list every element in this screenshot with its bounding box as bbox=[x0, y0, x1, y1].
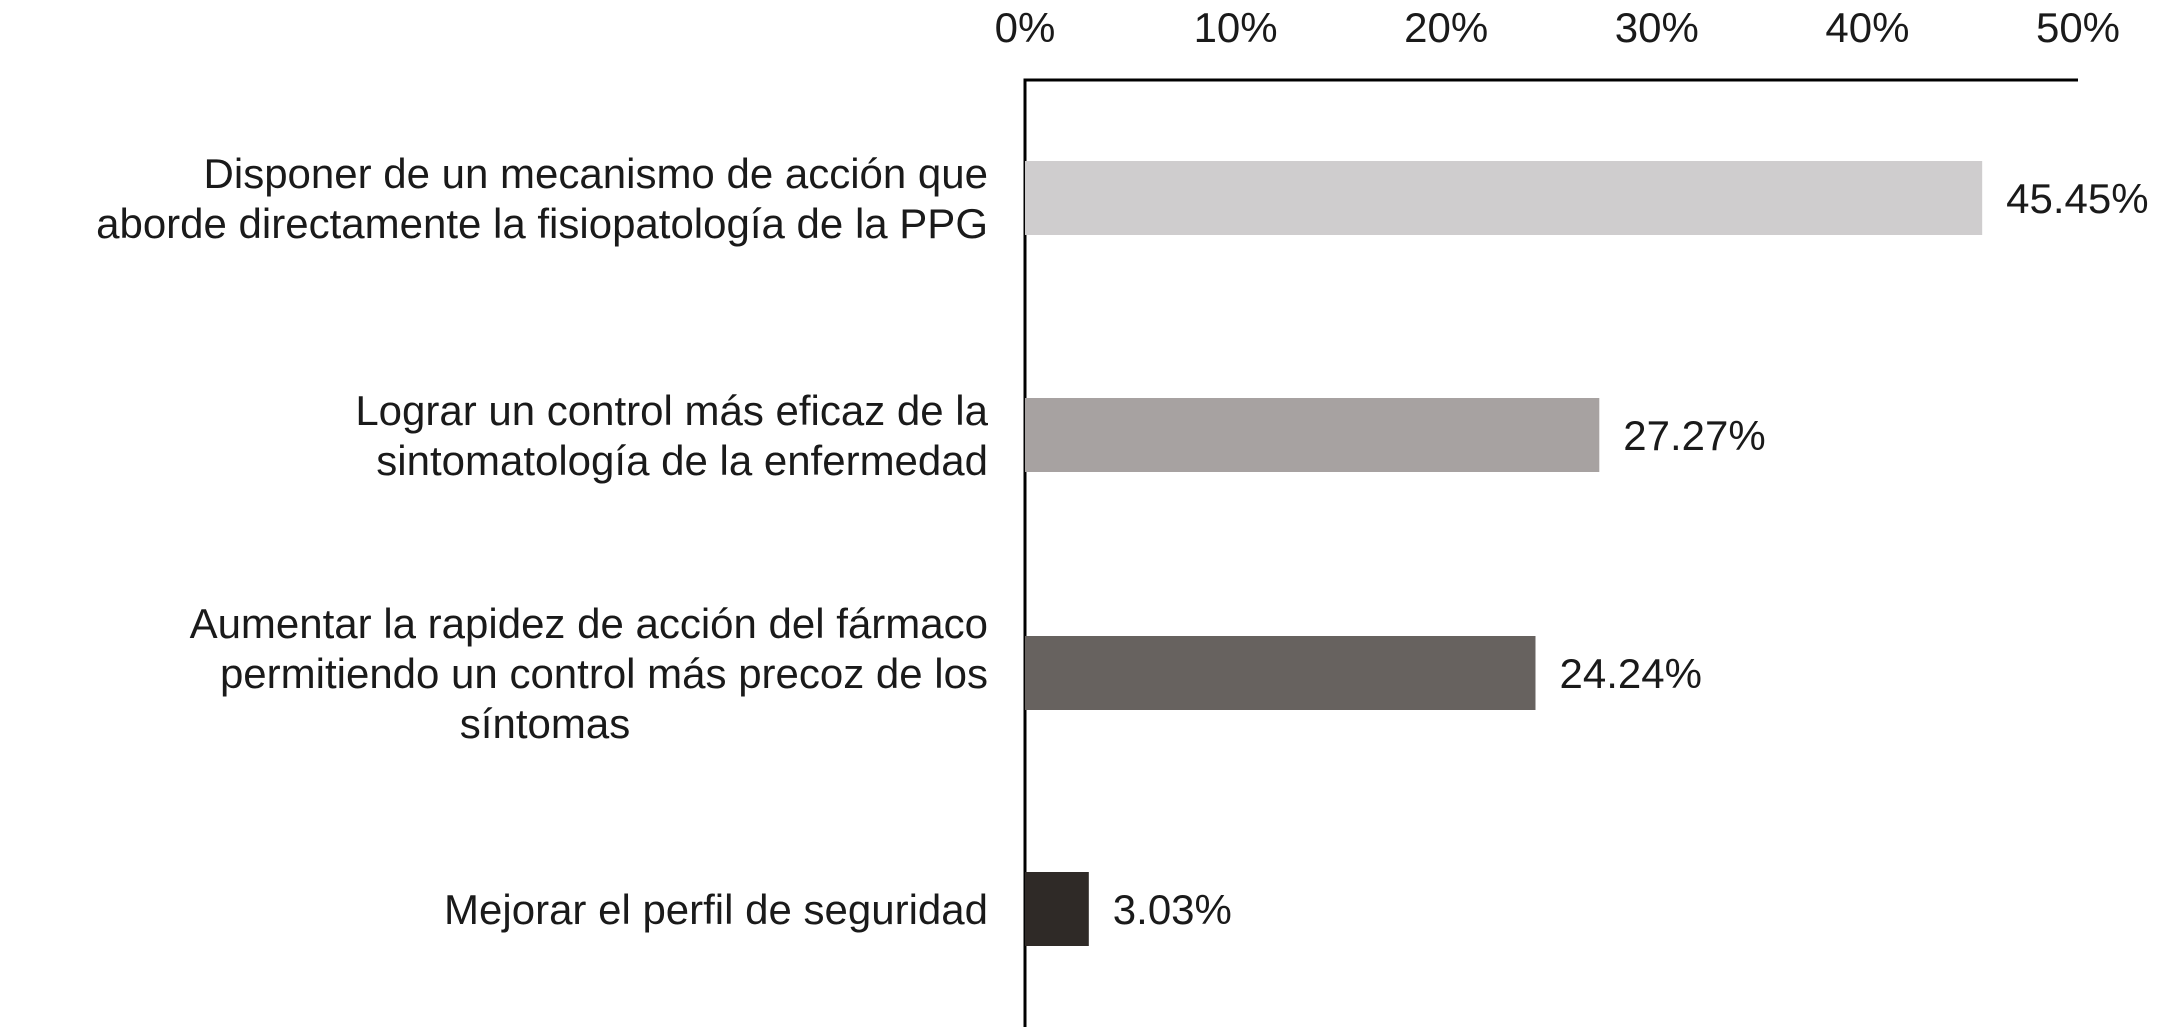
category-label: Aumentar la rapidez de acción del fármac… bbox=[190, 600, 988, 747]
axes bbox=[1023, 78, 2078, 1027]
x-tick-label: 20% bbox=[1404, 4, 1488, 51]
x-tick-label: 50% bbox=[2036, 4, 2120, 51]
category-label-line: síntomas bbox=[460, 700, 630, 747]
bars bbox=[1025, 161, 1983, 946]
x-tick-label: 40% bbox=[1825, 4, 1909, 51]
x-tick-label: 30% bbox=[1615, 4, 1699, 51]
x-axis-ticks: 0% 10% 20% 30% 40% 50% bbox=[995, 4, 2120, 51]
bar-value-label: 24.24% bbox=[1559, 650, 1701, 697]
category-label: Lograr un control más eficaz de lasintom… bbox=[355, 387, 988, 484]
bar-value-label: 3.03% bbox=[1113, 886, 1232, 933]
category-label-line: Mejorar el perfil de seguridad bbox=[444, 886, 988, 933]
category-label-line: Lograr un control más eficaz de la bbox=[355, 387, 988, 434]
bar-value-label: 27.27% bbox=[1623, 412, 1765, 459]
category-label-line: Aumentar la rapidez de acción del fármac… bbox=[190, 600, 988, 647]
value-labels: 45.45% 27.27% 24.24% 3.03% bbox=[1113, 175, 2149, 933]
bar bbox=[1025, 398, 1600, 472]
category-label-line: sintomatología de la enfermedad bbox=[376, 437, 988, 484]
category-label-line: permitiendo un control más precoz de los bbox=[220, 650, 988, 697]
category-label-line: Disponer de un mecanismo de acción que bbox=[204, 150, 988, 197]
category-labels: Disponer de un mecanismo de acción queab… bbox=[96, 150, 989, 933]
bar bbox=[1025, 872, 1089, 946]
bar-value-label: 45.45% bbox=[2006, 175, 2148, 222]
bar bbox=[1025, 636, 1536, 710]
bar bbox=[1025, 161, 1983, 235]
x-tick-label: 10% bbox=[1194, 4, 1278, 51]
category-label: Disponer de un mecanismo de acción queab… bbox=[96, 150, 988, 247]
x-tick-label: 0% bbox=[995, 4, 1056, 51]
category-label-line: aborde directamente la fisiopatología de… bbox=[96, 200, 988, 247]
category-label: Mejorar el perfil de seguridad bbox=[444, 886, 988, 933]
